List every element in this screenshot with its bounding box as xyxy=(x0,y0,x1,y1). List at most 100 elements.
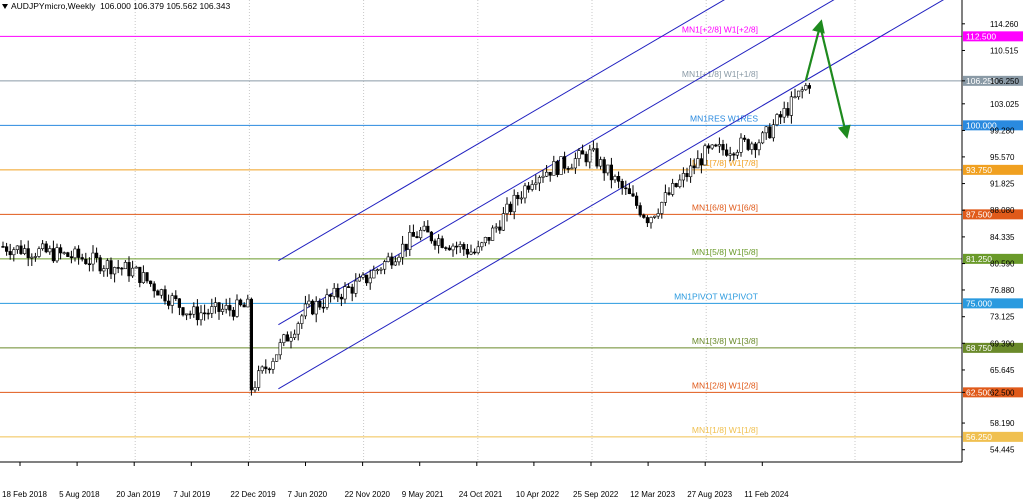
level-label: MN1[1/8] W1[1/8] xyxy=(692,425,758,435)
candle-body xyxy=(440,238,444,248)
x-tick-label: 7 Jun 2020 xyxy=(288,490,328,499)
candle-body xyxy=(206,312,210,315)
candle-body xyxy=(469,251,473,255)
candle-body xyxy=(645,217,649,224)
candle-body xyxy=(458,244,462,247)
candle-body xyxy=(332,287,336,297)
projection-arrows xyxy=(804,19,851,139)
candle-body xyxy=(138,266,142,283)
candle-body xyxy=(289,337,293,342)
candle-body xyxy=(598,159,603,167)
price-tag xyxy=(963,298,1023,309)
candle-body xyxy=(188,313,192,316)
candle-body xyxy=(620,181,624,189)
candle-body xyxy=(77,248,81,258)
price-tag-text: 87.500 xyxy=(966,209,992,219)
candle-body xyxy=(390,256,394,266)
candle-body xyxy=(595,148,599,167)
candle-body xyxy=(44,243,48,253)
candle-body xyxy=(444,247,448,249)
dropdown-icon[interactable] xyxy=(2,4,8,10)
candle-body xyxy=(375,269,380,272)
candle-body xyxy=(706,145,711,149)
candle-body xyxy=(667,192,671,195)
candle-body xyxy=(775,114,779,126)
candle-body xyxy=(300,315,304,324)
candle-body xyxy=(710,144,714,149)
candle-body xyxy=(368,277,372,284)
candle-body xyxy=(397,256,401,263)
candle-body xyxy=(15,245,20,250)
murrey-math-levels: MN1[+2/8] W1[+2/8] 112.500 MN1[+1/8] W1[+1… xyxy=(0,24,1023,442)
candlesticks xyxy=(1,82,811,396)
candle-body xyxy=(537,177,541,184)
open-value: 106.000 xyxy=(100,1,131,11)
y-tick-label: 103.025 xyxy=(990,100,1019,109)
candle-body xyxy=(66,252,70,257)
candle-body xyxy=(541,175,545,178)
candle-body xyxy=(678,179,682,187)
candle-body xyxy=(451,245,455,251)
y-tick-label: 99.280 xyxy=(990,126,1015,135)
candle-body xyxy=(526,185,531,190)
candle-body xyxy=(613,176,617,181)
channel-line xyxy=(278,0,835,326)
candle-body xyxy=(152,283,156,292)
candle-body xyxy=(696,158,700,169)
candle-body xyxy=(771,124,775,139)
candle-body xyxy=(415,236,419,239)
candle-body xyxy=(422,225,426,231)
candle-body xyxy=(724,149,729,156)
y-tick-label: 54.445 xyxy=(990,446,1015,455)
candle-body xyxy=(228,305,232,311)
candle-body xyxy=(534,182,538,185)
candle-body xyxy=(685,173,689,178)
channel-line xyxy=(278,0,945,390)
candle-body xyxy=(476,246,480,254)
candle-body xyxy=(714,144,718,147)
candle-body xyxy=(498,226,502,231)
x-tick-label: 20 Jan 2019 xyxy=(116,490,161,499)
candle-body xyxy=(30,256,34,259)
y-tick-label: 84.335 xyxy=(990,233,1015,242)
candle-body xyxy=(357,277,362,282)
candle-body xyxy=(264,366,268,370)
y-tick-label: 88.080 xyxy=(990,206,1015,215)
candle-body xyxy=(95,252,99,259)
level-label: MN1[+2/8] W1[+2/8] xyxy=(682,24,758,34)
candle-body xyxy=(480,242,484,248)
candle-body xyxy=(1,246,5,248)
low-value: 105.562 xyxy=(166,1,198,11)
price-tag-text: 56.250 xyxy=(966,432,992,442)
candle-body xyxy=(203,312,207,315)
candle-body xyxy=(570,167,574,170)
candle-body xyxy=(292,333,297,338)
candle-body xyxy=(242,304,246,308)
candle-body xyxy=(426,225,430,233)
symbol-header: AUDJPYmicro,Weekly 106.000 106.379 105.5… xyxy=(2,1,230,11)
candle-body xyxy=(404,243,408,250)
candle-body xyxy=(8,251,12,256)
candle-body xyxy=(120,267,124,270)
candle-body xyxy=(516,194,520,200)
candle-body xyxy=(271,361,275,370)
candle-body xyxy=(418,229,423,239)
candle-body xyxy=(735,151,739,156)
x-tick-label: 27 Aug 2023 xyxy=(687,490,732,499)
candle-body xyxy=(606,164,610,174)
y-tick-label: 114.260 xyxy=(990,20,1019,29)
candle-body xyxy=(573,158,577,169)
candle-body xyxy=(221,308,225,312)
candle-body xyxy=(786,108,790,116)
candle-body xyxy=(55,247,59,262)
y-tick-label: 69.390 xyxy=(990,339,1015,348)
candle-body xyxy=(213,302,218,307)
candle-body xyxy=(408,232,412,250)
candle-body xyxy=(757,142,761,151)
candle-body xyxy=(512,194,516,213)
candle-body xyxy=(282,334,286,343)
price-tag xyxy=(963,342,1023,353)
price-tag-text: 93.750 xyxy=(966,165,992,175)
candle-body xyxy=(472,251,477,254)
